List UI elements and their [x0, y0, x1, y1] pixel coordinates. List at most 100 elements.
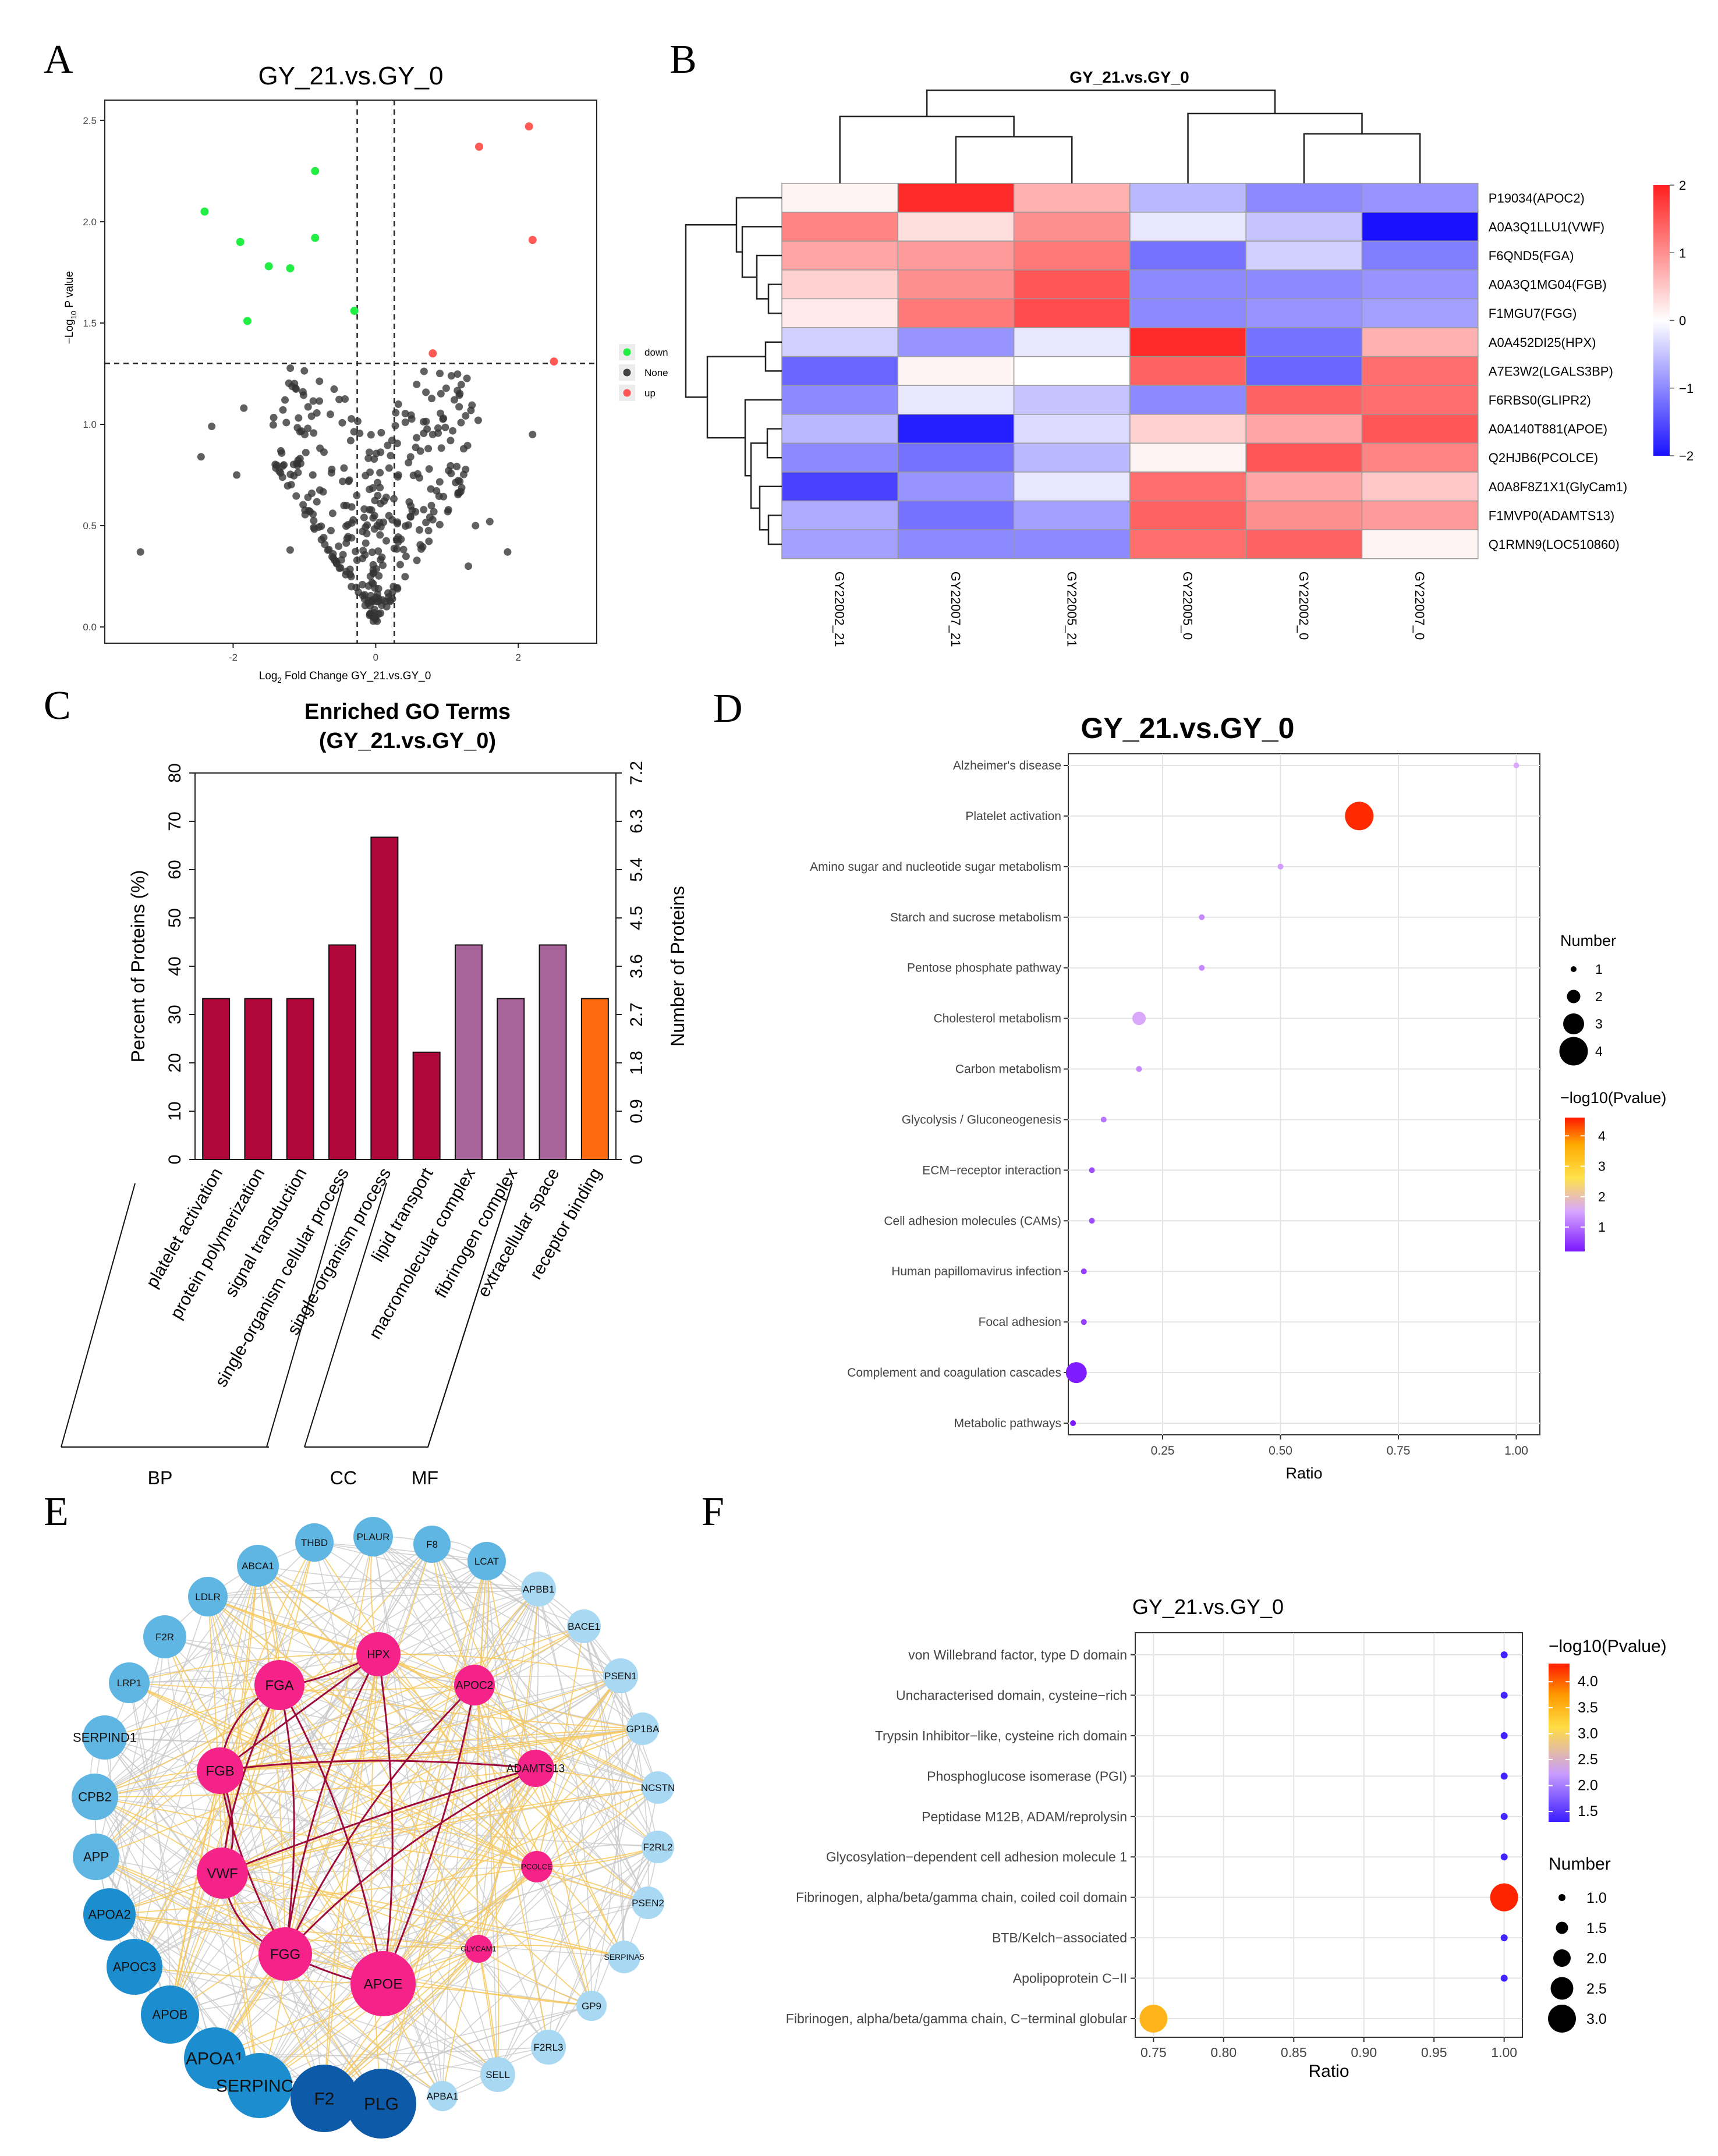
point-none — [296, 455, 304, 463]
heatmap-cell — [1129, 500, 1246, 530]
kegg-x-label: Ratio — [1285, 1464, 1322, 1482]
point-none — [486, 517, 494, 526]
network-edge-grey — [134, 1768, 536, 1967]
go-bar — [244, 998, 272, 1160]
point-none — [136, 548, 144, 556]
heatmap-cell — [1361, 442, 1479, 473]
network-edge-core — [382, 1685, 476, 1984]
heatmap-col-label: GY22002_0 — [1297, 572, 1311, 640]
point-none — [352, 547, 360, 555]
network-edge-yellow — [222, 1873, 625, 1958]
point-none — [378, 601, 386, 609]
heatmap-row-label: A0A8F8Z1X1(GlyCam1) — [1489, 480, 1627, 494]
network-edge-grey — [214, 1768, 536, 2059]
heatmap-cell — [1245, 183, 1363, 213]
legend-label-up: up — [644, 388, 656, 399]
domain-bubble — [1490, 1883, 1518, 1912]
network-edge-yellow — [94, 1796, 479, 1949]
network-node-lrp1 — [109, 1662, 150, 1703]
network-edge-yellow — [222, 1675, 621, 1874]
heatmap-cell — [781, 500, 899, 530]
heatmap-cell — [781, 270, 899, 300]
point-none — [364, 454, 373, 462]
network-edge-grey — [314, 1542, 549, 2048]
network-node-gp9 — [576, 1991, 607, 2021]
heatmap-cell — [1245, 414, 1363, 444]
network-edge-yellow — [257, 1565, 479, 1949]
heatmap-cell — [1361, 327, 1479, 357]
network-edge-grey — [548, 1846, 658, 2048]
network-edge-yellow — [94, 1796, 384, 1984]
network-edge-yellow — [285, 1544, 433, 1955]
point-none — [368, 579, 376, 587]
heatmap-cell — [1013, 500, 1131, 530]
domain-size-legend-label: 2.0 — [1586, 1951, 1607, 1967]
network-edge-grey — [129, 1682, 286, 1955]
network-edge-yellow — [257, 1565, 537, 1867]
heatmap-cell — [1129, 385, 1246, 415]
x-tick-label: -2 — [229, 652, 238, 663]
heatmap-cell — [1013, 529, 1131, 559]
point-none — [459, 445, 467, 453]
network-edge-yellow — [222, 1873, 625, 1958]
point-none — [302, 448, 310, 456]
point-none — [440, 414, 448, 423]
point-none — [385, 597, 394, 605]
network-edge-yellow — [478, 1675, 621, 1949]
network-edge-yellow — [382, 1787, 658, 1984]
point-none — [455, 403, 463, 411]
domain-bubble — [1500, 1853, 1508, 1861]
point-down — [264, 262, 273, 271]
y-tick-label: 1.0 — [83, 419, 97, 430]
network-node-f2 — [291, 2065, 358, 2132]
domain-colorbar — [1549, 1664, 1570, 1822]
point-none — [359, 527, 367, 536]
network-edge-core — [219, 1760, 536, 1772]
row-dendrogram-branch — [685, 224, 736, 398]
color-legend-title: −log10(Pvalue) — [1560, 1089, 1666, 1107]
point-none — [319, 488, 327, 496]
point-none — [391, 421, 399, 430]
heatmap: GY_21.vs.GY_0 P19034(APOC2) A0A3Q1LLU1(VWF… — [685, 68, 1694, 647]
point-none — [379, 561, 387, 569]
network-edge-yellow — [129, 1682, 537, 1867]
point-none — [373, 565, 381, 573]
network-edge-yellow — [382, 1675, 621, 1984]
network-edge-yellow — [95, 1856, 384, 1984]
network-edge-grey — [94, 1796, 382, 2104]
go-y-label-right: Number of Proteins — [667, 886, 688, 1047]
heatmap-cell — [781, 385, 899, 415]
point-none — [401, 410, 409, 418]
domain-colorbar-label: 3.5 — [1578, 1700, 1598, 1716]
network-node-f2r — [143, 1615, 186, 1658]
x-axis-label: Log2 Fold Change GY_21.vs.GY_0 — [259, 670, 431, 685]
point-none — [454, 370, 462, 378]
heatmap-cell — [1129, 471, 1246, 502]
network-edge-core — [278, 1685, 295, 1955]
network-node-app — [73, 1834, 119, 1880]
heatmap-cell — [1245, 298, 1363, 328]
point-down — [243, 317, 251, 325]
network-node-label: LCAT — [474, 1556, 499, 1567]
point-none — [435, 520, 444, 529]
network-node-label: SELL — [486, 2069, 510, 2080]
network-node-label: APOC3 — [113, 1960, 157, 1974]
size-legend-dot — [1563, 1013, 1584, 1034]
network-edge-yellow — [285, 1953, 592, 2006]
y-axis-label-a: −Log — [63, 319, 76, 344]
heatmap-row-label: F1MVP0(ADAMTS13) — [1489, 508, 1614, 523]
kegg-bubble — [1199, 914, 1205, 920]
network-edge-yellow — [324, 1654, 379, 2099]
network-edge-grey — [259, 1685, 475, 2086]
heatmap-cell — [897, 240, 1015, 271]
heatmap-cell — [781, 471, 899, 502]
network-node-f2rl2 — [642, 1831, 674, 1863]
point-none — [428, 516, 437, 524]
domain-size-legend-dot — [1558, 1894, 1565, 1901]
heatmap-cell — [1129, 356, 1246, 386]
group-bracket-mf — [427, 1182, 513, 1448]
point-none — [412, 444, 420, 452]
domain-bubble — [1500, 1974, 1508, 1982]
panel-label-c: C — [44, 683, 71, 728]
point-none — [433, 487, 441, 495]
